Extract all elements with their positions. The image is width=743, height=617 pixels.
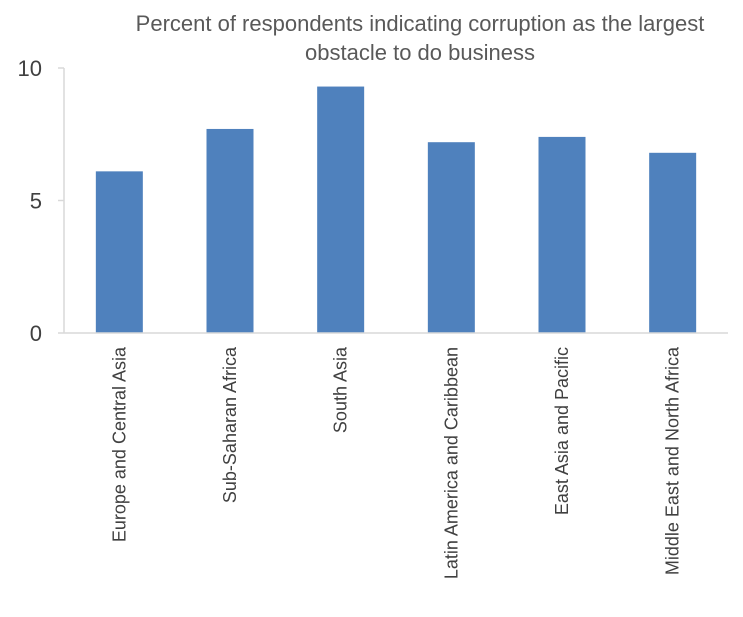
y-tick-label: 5 <box>30 189 42 214</box>
bar-0 <box>96 171 143 333</box>
chart-title-line: Percent of respondents indicating corrup… <box>136 11 705 36</box>
x-category-label: Latin America and Caribbean <box>441 347 461 579</box>
y-tick-label: 0 <box>30 321 42 346</box>
bar-1 <box>207 129 254 333</box>
x-category-label: Sub-Saharan Africa <box>220 346 240 503</box>
x-category-label: South Asia <box>331 346 351 433</box>
bar-2 <box>317 87 364 333</box>
bars <box>96 87 696 333</box>
chart-title-line: obstacle to do business <box>305 40 535 65</box>
bar-3 <box>428 142 475 333</box>
x-category-label: Europe and Central Asia <box>109 346 129 542</box>
chart-title: Percent of respondents indicating corrup… <box>136 11 705 65</box>
x-category-label: East Asia and Pacific <box>552 347 572 515</box>
bar-4 <box>539 137 586 333</box>
x-category-label: Middle East and North Africa <box>663 346 683 575</box>
y-tick-label: 10 <box>18 56 42 81</box>
bar-5 <box>649 153 696 333</box>
y-axis: 0 5 10 <box>18 56 64 346</box>
x-axis: Europe and Central Asia Sub-Saharan Afric… <box>64 333 728 579</box>
